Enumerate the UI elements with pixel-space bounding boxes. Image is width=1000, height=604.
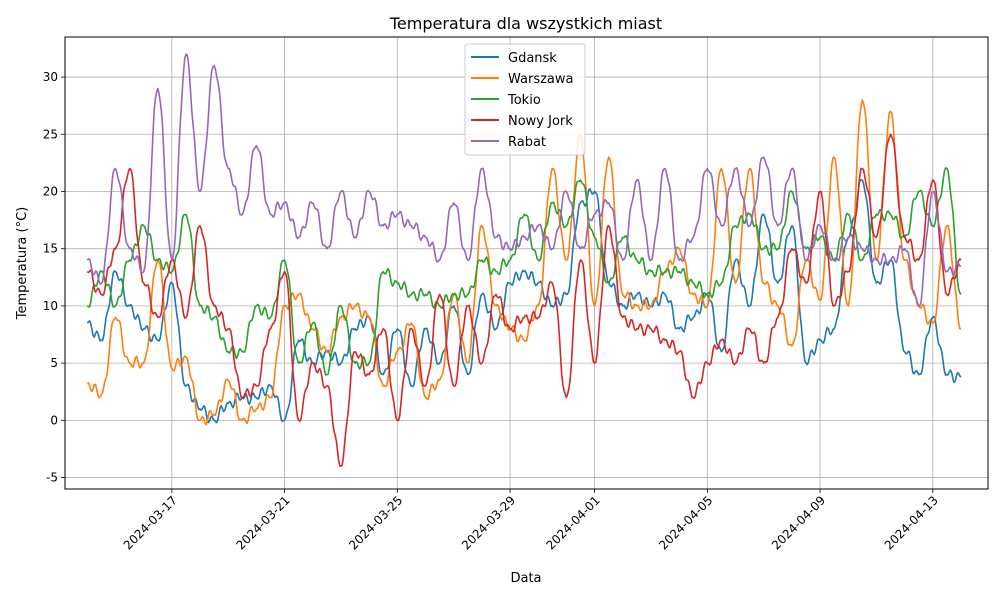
- y-tick-label: 0: [50, 413, 58, 427]
- legend-label: Tokio: [507, 93, 541, 108]
- y-tick-label: 25: [43, 127, 58, 141]
- plot-frame: [64, 36, 989, 490]
- y-tick-label: 30: [43, 70, 58, 84]
- series-line-nowy-jork: [86, 133, 962, 467]
- series-line-warszawa: [86, 99, 962, 426]
- y-axis-label: Temperatura (°C): [15, 207, 30, 320]
- legend-box: [464, 43, 586, 156]
- y-tick-label: 5: [50, 356, 58, 370]
- legend-label: Warszawa: [508, 72, 574, 87]
- x-axis-label: Data: [510, 571, 541, 586]
- legend-label: Gdansk: [508, 51, 557, 66]
- y-tick-label: 15: [43, 242, 58, 256]
- y-tick-label: -5: [46, 471, 58, 485]
- legend-label: Nowy Jork: [508, 114, 573, 129]
- series-line-rabat: [86, 53, 962, 307]
- y-tick-label: 20: [43, 184, 58, 198]
- y-tick-label: 10: [43, 299, 58, 313]
- series-line-gdansk: [86, 179, 962, 424]
- chart-title: Temperatura dla wszystkich miast: [389, 14, 662, 33]
- legend-label: Rabat: [508, 135, 546, 150]
- series-lines: [86, 53, 962, 467]
- legend: Gdansk Warszawa Tokio Nowy Jork Rabat: [464, 43, 586, 156]
